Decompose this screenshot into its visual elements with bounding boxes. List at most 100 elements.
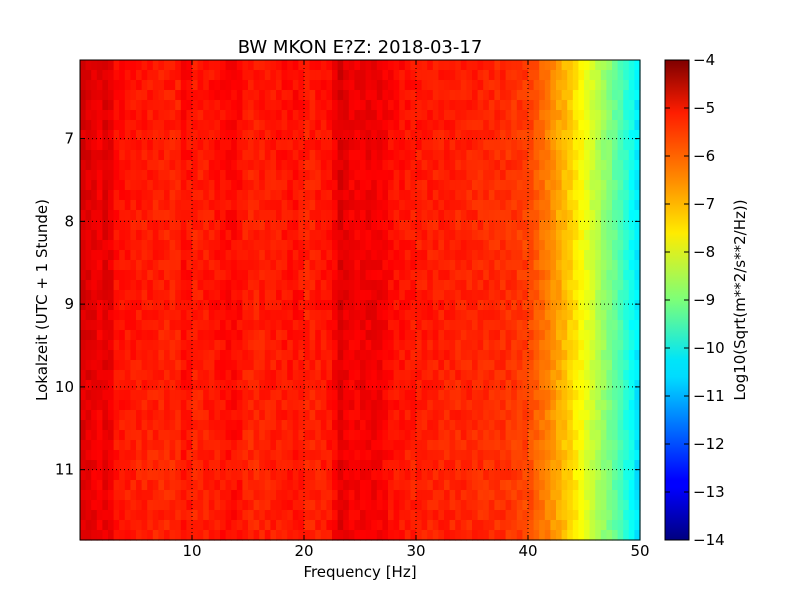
heatmap-cell <box>287 310 294 321</box>
heatmap-cell <box>91 310 98 321</box>
heatmap-cell <box>550 270 557 281</box>
heatmap-cell <box>371 460 378 471</box>
heatmap-cell <box>438 250 445 261</box>
heatmap-cell <box>180 350 187 361</box>
heatmap-cell <box>236 490 243 501</box>
heatmap-cell <box>264 410 271 421</box>
heatmap-cell <box>180 530 187 541</box>
heatmap-cell <box>108 160 115 171</box>
heatmap-cell <box>528 320 535 331</box>
heatmap-cell <box>337 530 344 541</box>
heatmap-cell <box>119 380 126 391</box>
heatmap-cell <box>612 210 619 221</box>
heatmap-cell <box>270 290 277 301</box>
heatmap-cell <box>80 380 87 391</box>
heatmap-cell <box>136 290 143 301</box>
heatmap-cell <box>326 490 333 501</box>
heatmap-cell <box>96 280 103 291</box>
heatmap-cell <box>550 400 557 411</box>
heatmap-cell <box>466 370 473 381</box>
heatmap-cell <box>427 260 434 271</box>
heatmap-cell <box>169 350 176 361</box>
heatmap-cell <box>376 230 383 241</box>
heatmap-cell <box>376 80 383 91</box>
heatmap-cell <box>550 470 557 481</box>
heatmap-cell <box>248 200 255 211</box>
heatmap-cell <box>225 150 232 161</box>
heatmap-cell <box>488 280 495 291</box>
heatmap-cell <box>584 500 591 511</box>
heatmap-cell <box>164 420 171 431</box>
y-tick-label: 9 <box>64 295 74 313</box>
heatmap-cell <box>606 270 613 281</box>
heatmap-cell <box>248 480 255 491</box>
heatmap-cell <box>292 90 299 101</box>
heatmap-cell <box>556 170 563 181</box>
heatmap-cell <box>600 250 607 261</box>
heatmap-cell <box>539 180 546 191</box>
heatmap-cell <box>612 470 619 481</box>
heatmap-cell <box>108 330 115 341</box>
heatmap-cell <box>505 510 512 521</box>
heatmap-cell <box>231 120 238 131</box>
heatmap-cell <box>460 390 467 401</box>
heatmap-cell <box>231 170 238 181</box>
heatmap-cell <box>315 290 322 301</box>
heatmap-cell <box>432 220 439 231</box>
heatmap-cell <box>276 130 283 141</box>
heatmap-cell <box>544 240 551 251</box>
heatmap-cell <box>365 390 372 401</box>
heatmap-cell <box>623 70 630 81</box>
heatmap-cell <box>141 380 148 391</box>
heatmap-cell <box>175 160 182 171</box>
heatmap-cell <box>578 460 585 471</box>
heatmap-cell <box>242 110 249 121</box>
heatmap-cell <box>628 80 635 91</box>
heatmap-cell <box>444 180 451 191</box>
heatmap-cell <box>483 410 490 421</box>
heatmap-cell <box>80 70 87 81</box>
heatmap-cell <box>494 140 501 151</box>
heatmap-cell <box>477 230 484 241</box>
heatmap-cell <box>192 230 199 241</box>
heatmap-cell <box>410 440 417 451</box>
heatmap-cell <box>617 480 624 491</box>
heatmap-cell <box>567 220 574 231</box>
heatmap-cell <box>320 60 327 71</box>
heatmap-cell <box>192 310 199 321</box>
heatmap-cell <box>567 390 574 401</box>
heatmap-cell <box>472 160 479 171</box>
heatmap-cell <box>388 460 395 471</box>
heatmap-cell <box>455 270 462 281</box>
heatmap-cell <box>220 240 227 251</box>
heatmap-cell <box>354 120 361 131</box>
heatmap-cell <box>488 70 495 81</box>
heatmap-cell <box>466 220 473 231</box>
heatmap-cell <box>253 340 260 351</box>
heatmap-cell <box>96 390 103 401</box>
heatmap-cell <box>220 460 227 471</box>
heatmap-cell <box>505 260 512 271</box>
heatmap-cell <box>360 510 367 521</box>
heatmap-cell <box>432 390 439 401</box>
heatmap-cell <box>544 400 551 411</box>
heatmap-cell <box>175 240 182 251</box>
heatmap-cell <box>343 440 350 451</box>
heatmap-cell <box>130 260 137 271</box>
heatmap-cell <box>399 210 406 221</box>
heatmap-cell <box>203 170 210 181</box>
heatmap-cell <box>505 100 512 111</box>
heatmap-cell <box>600 210 607 221</box>
heatmap-cell <box>152 330 159 341</box>
heatmap-cell <box>567 520 574 531</box>
heatmap-cell <box>276 330 283 341</box>
heatmap-cell <box>214 130 221 141</box>
heatmap-cell <box>130 520 137 531</box>
heatmap-cell <box>259 380 266 391</box>
heatmap-cell <box>494 230 501 241</box>
heatmap-cell <box>253 220 260 231</box>
heatmap-cell <box>438 520 445 531</box>
heatmap-cell <box>472 360 479 371</box>
heatmap-cell <box>248 420 255 431</box>
heatmap-cell <box>136 260 143 271</box>
